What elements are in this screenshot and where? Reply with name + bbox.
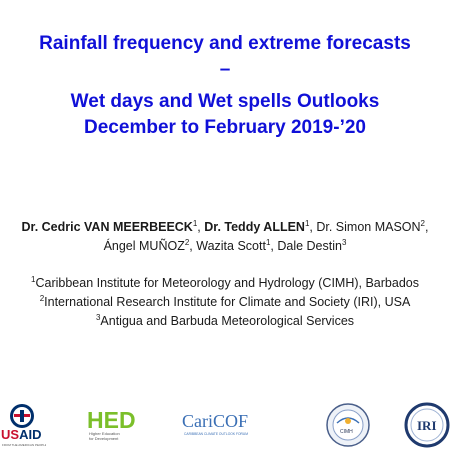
hed-tagline-1: Higher Education — [89, 431, 120, 436]
author-scott: , Wazita Scott — [189, 239, 266, 253]
affiliation-sup: 3 — [95, 312, 101, 322]
author-separator: , — [197, 220, 205, 234]
author-sup: 2 — [420, 218, 425, 228]
title-line-4: December to February 2019-’20 — [84, 117, 366, 138]
usaid-logo: USAID FROM THE AMERICAN PEOPLE — [1, 404, 46, 447]
usaid-tagline: FROM THE AMERICAN PEOPLE — [2, 443, 46, 447]
caricof-wordmark: CariCOF — [182, 411, 248, 431]
author-sup: 1 — [265, 237, 271, 247]
affiliation-sup: 1 — [31, 274, 36, 284]
author-allen: Dr. Teddy ALLEN — [204, 220, 305, 234]
title-line-1: Rainfall frequency and extreme forecasts — [39, 33, 411, 54]
iri-inner-ring — [410, 408, 444, 442]
author-sup: 3 — [341, 237, 347, 247]
cimh-seal-inner — [332, 409, 364, 441]
iri-ring — [404, 402, 450, 448]
iri-logo: IRI — [404, 402, 450, 448]
author-van-meerbeeck: Dr. Cedric VAN MEERBEECK — [21, 220, 193, 234]
cimh-logo: CIMH — [326, 403, 370, 447]
affiliation-2: 2International Research Institute for Cl… — [0, 294, 450, 311]
affiliation-text: Caribbean Institute for Meteorology and … — [35, 276, 419, 290]
cimh-label: CIMH — [340, 429, 353, 435]
author-sup: 1 — [304, 218, 310, 228]
author-sup: 1 — [192, 218, 198, 228]
title-line-2: – — [219, 59, 231, 80]
title-line-3: Wet days and Wet spells Outlooks — [70, 91, 380, 112]
cimh-seal-sun — [345, 418, 351, 424]
usaid-wordmark: USAID — [1, 427, 41, 442]
caricof-tagline: CARIBBEAN CLIMATE OUTLOOK FORUM — [184, 432, 248, 436]
author-munoz: Ángel MUÑOZ — [103, 239, 185, 253]
author-separator: , — [425, 220, 429, 234]
affiliation-sup: 2 — [39, 293, 45, 303]
affiliation-text: International Research Institute for Cli… — [44, 295, 411, 309]
author-sup: 2 — [184, 237, 190, 247]
iri-wordmark: IRI — [417, 418, 437, 433]
hed-tagline-2: for Development — [89, 436, 119, 441]
affiliation-text: Antigua and Barbuda Meteorological Servi… — [100, 314, 355, 328]
hed-wordmark: HED — [87, 407, 136, 433]
logo-strip: USAID FROM THE AMERICAN PEOPLE HED Highe… — [0, 396, 450, 450]
authors-line-1: Dr. Cedric VAN MEERBEECK1, Dr. Teddy ALL… — [0, 219, 450, 236]
affiliation-1: 1Caribbean Institute for Meteorology and… — [0, 275, 450, 292]
caricof-logo: CariCOF CARIBBEAN CLIMATE OUTLOOK FORUM — [182, 411, 248, 436]
author-mason: , Dr. Simon MASON — [309, 220, 421, 234]
hed-logo: HED Higher Education for Development — [87, 407, 136, 441]
affiliation-3: 3Antigua and Barbuda Meteorological Serv… — [0, 313, 450, 330]
authors-line-2: Ángel MUÑOZ2, Wazita Scott1, Dale Destin… — [0, 238, 450, 255]
author-destin: , Dale Destin — [270, 239, 342, 253]
usaid-seal-bar — [20, 410, 24, 422]
